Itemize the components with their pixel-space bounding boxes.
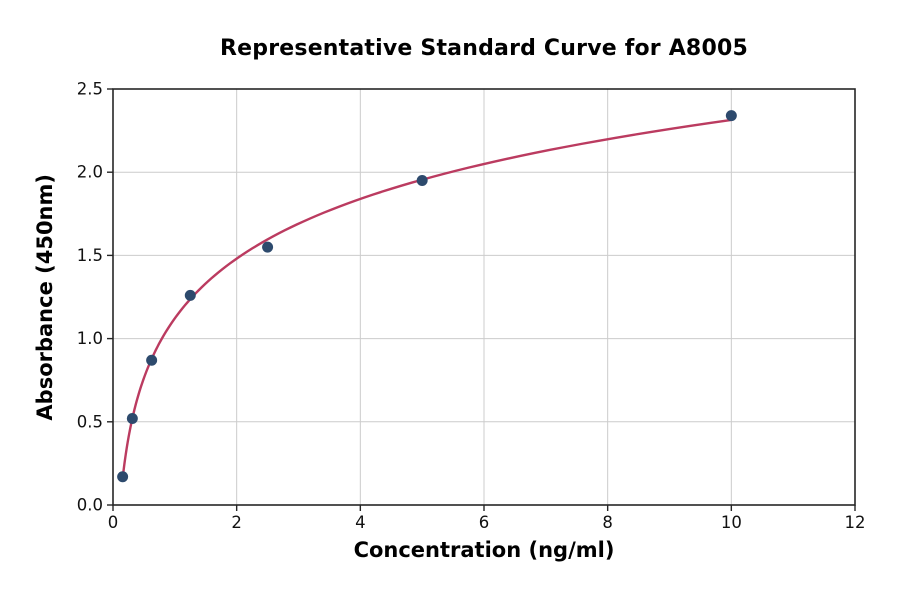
plot-border — [112, 88, 856, 506]
data-point — [262, 241, 274, 253]
x-tick-label: 6 — [479, 513, 490, 532]
data-point — [725, 110, 737, 122]
data-point — [184, 289, 196, 301]
y-tick-label: 2.0 — [77, 163, 103, 182]
chart-title: Representative Standard Curve for A8005 — [220, 36, 748, 61]
fit-curve — [121, 118, 733, 480]
data-point — [126, 412, 138, 424]
y-tick-label: 0.0 — [77, 496, 103, 515]
x-tick-label: 8 — [602, 513, 613, 532]
x-tick-label: 2 — [231, 513, 242, 532]
y-tick-label: 1.0 — [77, 329, 103, 348]
x-axis-label: Concentration (ng/ml) — [353, 538, 615, 562]
x-tick-label: 10 — [721, 513, 742, 532]
x-tick-label: 12 — [845, 513, 866, 532]
data-point — [146, 354, 158, 366]
data-point — [416, 175, 428, 187]
y-tick-label: 0.5 — [77, 412, 103, 431]
x-tick-label: 0 — [108, 513, 119, 532]
y-tick-label: 2.5 — [77, 80, 103, 99]
y-tick-label: 1.5 — [77, 246, 103, 265]
x-tick-label: 4 — [355, 513, 366, 532]
data-point — [117, 471, 129, 483]
